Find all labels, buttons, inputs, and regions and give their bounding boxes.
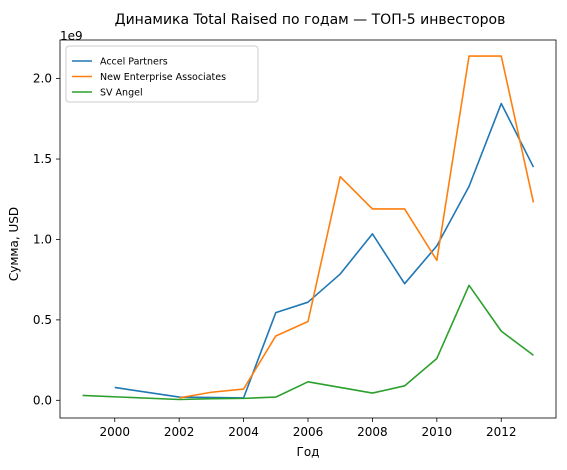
y-tick-label: 0.0 [33,393,52,407]
legend-entry: SV Angel [100,88,143,99]
x-tick-label: 2008 [357,425,388,439]
x-tick-label: 2012 [486,425,517,439]
legend-entry: New Enterprise Associates [100,72,226,83]
legend-entry: Accel Partners [100,57,168,68]
chart-title: Динамика Total Raised по годам — ТОП-5 и… [115,12,506,28]
x-tick-label: 2000 [99,425,130,439]
y-offset-label: 1e9 [60,29,83,43]
y-tick-label: 1.0 [33,232,52,246]
plot-area [83,56,534,399]
x-tick-label: 2004 [228,425,259,439]
y-tick-label: 1.5 [33,152,52,166]
x-tick-label: 2002 [164,425,195,439]
y-tick-label: 0.5 [33,313,52,327]
legend: Accel Partners New Enterprise Associates S… [66,46,258,102]
series-line-1 [179,56,533,398]
x-tick-label: 2010 [422,425,453,439]
x-axis-label: Год [297,445,320,459]
y-tick-label: 2.0 [33,72,52,86]
y-axis-label: Сумма, USD [7,207,21,281]
x-tick-label: 2006 [293,425,324,439]
